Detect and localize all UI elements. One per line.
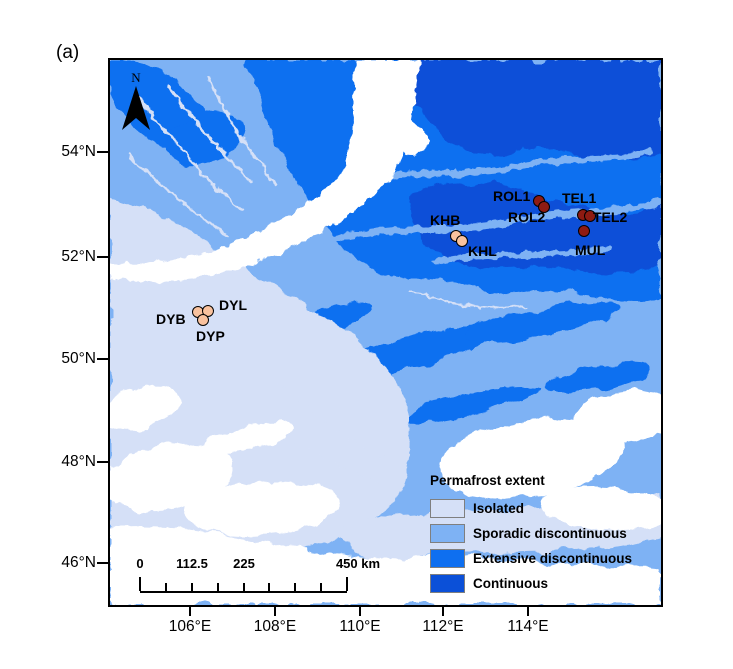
lon-tick-112°E	[442, 605, 444, 616]
lon-label: 108°E	[253, 618, 297, 635]
scale-bar-label: 0	[136, 556, 144, 571]
scale-bar-tick	[190, 583, 193, 591]
legend-permafrost-extent: Permafrost extent Isolated Sporadic disco…	[430, 473, 632, 598]
legend-item-extensive: Extensive discontinuous	[430, 548, 632, 568]
site-label-MUL: MUL	[575, 242, 606, 258]
map-canvas: N	[108, 58, 663, 607]
site-label-DYB: DYB	[156, 311, 186, 327]
north-arrow-icon	[122, 86, 150, 130]
site-marker-TEL2	[584, 210, 596, 222]
lon-label: 110°E	[339, 618, 381, 635]
site-marker-MUL	[578, 225, 590, 237]
scale-bar-line	[139, 577, 348, 593]
no-permafrost-layer	[110, 385, 661, 605]
scale-bar-tick	[242, 583, 245, 591]
scale-bar-label: 225	[233, 556, 255, 571]
permafrost-raster: N	[110, 60, 661, 605]
site-marker-KHL	[456, 235, 468, 247]
scale-bar: 0 112.5 225 450 km	[130, 556, 390, 596]
lon-label: 112°E	[422, 618, 464, 635]
scale-bar-tick	[346, 577, 348, 591]
site-label-KHB: KHB	[430, 212, 461, 228]
site-label-ROL2: ROL2	[508, 209, 546, 225]
lat-tick-50°N	[97, 358, 108, 360]
site-label-ROL1: ROL1	[493, 188, 531, 204]
legend-swatch-isolated	[430, 498, 465, 518]
legend-swatch-continuous	[430, 573, 465, 593]
scale-bar-tick	[139, 577, 141, 591]
scale-bar-tick	[164, 583, 167, 591]
legend-label: Sporadic discontinuous	[473, 525, 627, 541]
site-label-DYL: DYL	[219, 297, 247, 313]
lon-tick-106°E	[189, 605, 191, 616]
scale-bar-tick	[320, 583, 323, 591]
legend-title: Permafrost extent	[430, 473, 545, 488]
lat-label: 54°N	[61, 143, 96, 160]
site-marker-ROL2	[538, 201, 550, 213]
lat-label: 50°N	[61, 350, 96, 367]
lon-tick-110°E	[359, 605, 361, 616]
lon-label: 114°E	[507, 618, 549, 635]
lat-tick-52°N	[97, 256, 108, 258]
site-label-TEL1: TEL1	[562, 190, 597, 206]
scale-bar-tick	[268, 583, 271, 591]
legend-label: Isolated	[473, 500, 525, 516]
lat-label: 46°N	[61, 554, 96, 571]
legend-item-sporadic: Sporadic discontinuous	[430, 523, 632, 543]
legend-item-continuous: Continuous	[430, 573, 632, 593]
lat-tick-54°N	[97, 151, 108, 153]
lon-tick-114°E	[527, 605, 529, 616]
legend-swatch-sporadic	[430, 523, 465, 543]
sporadic-streaks	[321, 149, 661, 265]
site-label-DYP: DYP	[196, 328, 225, 344]
scale-bar-label: 450 km	[335, 556, 381, 571]
scale-bar-label: 112.5	[176, 556, 208, 571]
legend-label: Extensive discontinuous	[473, 550, 633, 566]
lon-label: 106°E	[168, 618, 212, 635]
legend-swatch-extensive	[430, 548, 465, 568]
scale-bar-tick	[294, 583, 297, 591]
lon-tick-108°E	[274, 605, 276, 616]
legend-label: Continuous	[473, 575, 548, 591]
panel-label: (a)	[56, 42, 80, 63]
site-marker-DYP	[197, 314, 209, 326]
lake-baikal	[110, 60, 428, 283]
lat-label: 52°N	[61, 248, 96, 265]
site-label-TEL2: TEL2	[593, 209, 628, 225]
scale-bar-tick	[216, 583, 219, 591]
lat-tick-46°N	[97, 562, 108, 564]
legend-item-isolated: Isolated	[430, 498, 632, 518]
lat-tick-48°N	[97, 461, 108, 463]
north-arrow-label: N	[131, 70, 141, 85]
lat-label: 48°N	[61, 453, 96, 470]
site-label-KHL: KHL	[468, 243, 497, 259]
